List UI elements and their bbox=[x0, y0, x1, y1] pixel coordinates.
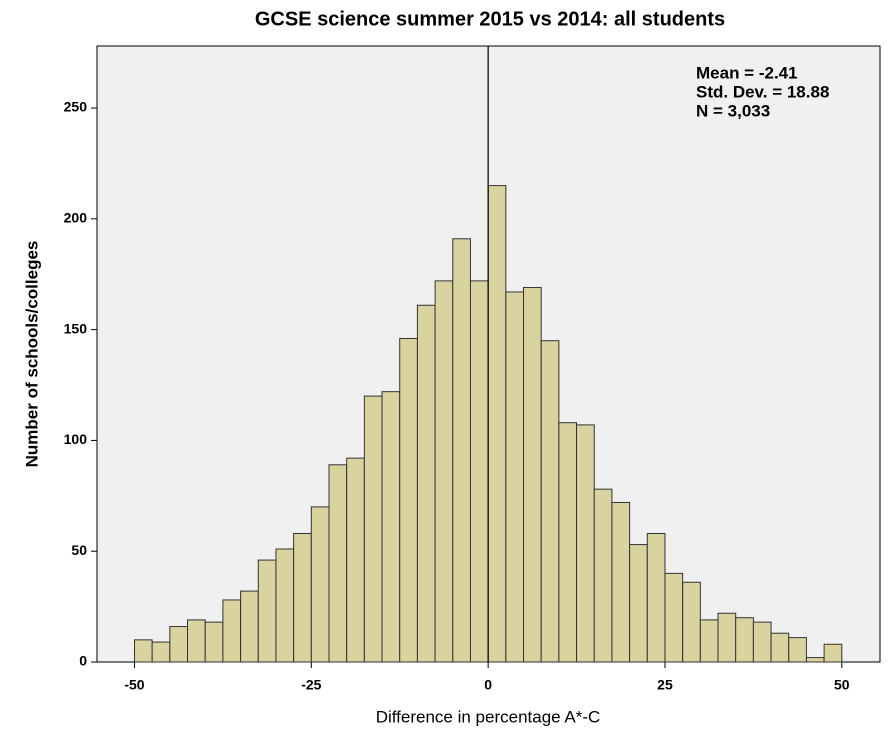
bar bbox=[133, 639, 153, 663]
bar bbox=[416, 304, 436, 663]
bar bbox=[310, 506, 330, 663]
bar bbox=[204, 621, 224, 663]
bar bbox=[770, 632, 790, 663]
x-tick-label: 0 bbox=[484, 677, 492, 693]
bar bbox=[469, 280, 489, 663]
y-tick-label: 0 bbox=[79, 653, 87, 669]
bar bbox=[576, 424, 595, 663]
bar bbox=[664, 572, 684, 663]
bar bbox=[257, 559, 277, 663]
x-tick-label: -50 bbox=[124, 677, 144, 693]
annotation: Mean = -2.41 bbox=[696, 63, 798, 82]
bar bbox=[805, 657, 825, 663]
bar bbox=[275, 548, 295, 663]
y-tick-label: 100 bbox=[64, 431, 88, 447]
bar bbox=[646, 532, 666, 663]
bar bbox=[717, 612, 737, 663]
bar bbox=[381, 391, 401, 663]
bar bbox=[452, 238, 471, 663]
bar bbox=[399, 337, 418, 663]
annotation: N = 3,033 bbox=[696, 101, 770, 120]
bar bbox=[222, 599, 242, 663]
bar bbox=[752, 621, 772, 663]
x-axis-label: Difference in percentage A*-C bbox=[376, 707, 601, 726]
x-tick-label: -25 bbox=[301, 677, 321, 693]
bar bbox=[151, 641, 171, 663]
bar bbox=[735, 617, 754, 663]
annotation: Std. Dev. = 18.88 bbox=[696, 82, 829, 101]
bar bbox=[788, 637, 807, 663]
y-tick-label: 150 bbox=[64, 320, 88, 336]
bar bbox=[169, 626, 189, 663]
bar bbox=[240, 590, 259, 663]
x-tick-label: 25 bbox=[657, 677, 673, 693]
bar bbox=[293, 532, 312, 663]
bar bbox=[629, 544, 648, 663]
bar bbox=[434, 280, 454, 663]
bar bbox=[523, 287, 542, 663]
bar bbox=[187, 619, 206, 663]
y-tick-label: 200 bbox=[64, 210, 88, 226]
bar bbox=[611, 501, 631, 663]
bar bbox=[593, 488, 613, 663]
chart-title: GCSE science summer 2015 vs 2014: all st… bbox=[255, 8, 725, 30]
y-tick-label: 250 bbox=[64, 99, 88, 115]
bar bbox=[328, 464, 348, 663]
y-axis-label: Number of schools/colleges bbox=[22, 241, 41, 468]
bar bbox=[540, 340, 560, 663]
bar bbox=[346, 457, 365, 663]
bar bbox=[487, 185, 507, 663]
y-tick-label: 50 bbox=[71, 542, 87, 558]
x-tick-label: 50 bbox=[834, 677, 850, 693]
bar bbox=[558, 422, 578, 663]
bar bbox=[363, 395, 383, 663]
bar bbox=[682, 581, 701, 663]
bar bbox=[699, 619, 719, 663]
bar bbox=[823, 643, 843, 663]
bar bbox=[505, 291, 525, 663]
